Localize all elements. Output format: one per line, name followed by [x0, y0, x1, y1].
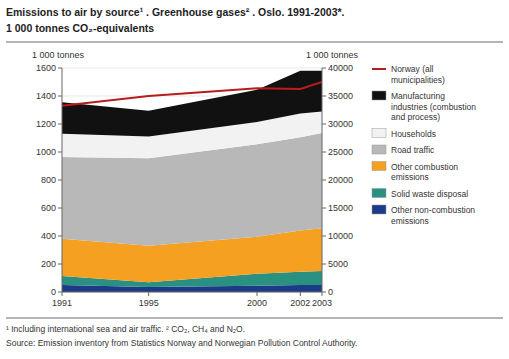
axis-label: 1 000 tonnes: [306, 50, 359, 60]
legend-label: Solid waste disposal: [391, 189, 468, 199]
legend-label: Other combustionemissions: [391, 162, 458, 183]
tick-label: 2003: [312, 298, 332, 308]
legend-swatch: [372, 162, 386, 171]
grid-line: [62, 292, 322, 293]
legend-swatch: [372, 68, 386, 70]
legend-label: Road traffic: [391, 145, 435, 155]
tick: [58, 236, 62, 237]
plot-area: [62, 71, 322, 292]
footnote: ¹ Including international sea and air tr…: [6, 324, 245, 334]
tick-label: 10000: [328, 231, 353, 241]
tick-label: 2002: [290, 298, 310, 308]
tick: [322, 68, 326, 69]
tick: [58, 292, 62, 293]
tick-label: 35000: [328, 91, 353, 101]
tick: [58, 124, 62, 125]
subtitle: 1 000 tonnes CO₂-equivalents: [6, 22, 154, 34]
tick: [62, 292, 63, 296]
tick-label: 30000: [328, 119, 353, 129]
tick: [322, 96, 326, 97]
tick-label: 1200: [36, 119, 56, 129]
separator: [6, 42, 503, 43]
tick: [322, 208, 326, 209]
tick: [58, 264, 62, 265]
axis-line: [322, 68, 323, 292]
tick-label: 40000: [328, 63, 353, 73]
tick-label: 0: [328, 287, 333, 297]
legend: Norway (allmunicipalities) Manufacturingi…: [372, 64, 476, 226]
tick: [300, 292, 301, 296]
legend-label: Manufacturingindustries (combustionand p…: [391, 91, 476, 122]
tick-label: 200: [41, 259, 56, 269]
area: [62, 71, 322, 137]
tick-label: 1000: [36, 147, 56, 157]
tick: [58, 96, 62, 97]
tick: [322, 264, 326, 265]
legend-swatch: [372, 205, 386, 214]
tick-label: 1995: [139, 298, 159, 308]
legend-label: Households: [391, 129, 436, 139]
tick: [58, 208, 62, 209]
legend-swatch: [372, 145, 386, 154]
tick-label: 1991: [52, 298, 72, 308]
tick-label: 25000: [328, 147, 353, 157]
tick-label: 600: [41, 203, 56, 213]
tick: [58, 152, 62, 153]
tick-label: 5000: [328, 259, 348, 269]
tick-label: 400: [41, 231, 56, 241]
legend-swatch: [372, 129, 386, 138]
grid-line: [62, 68, 322, 69]
axis-label: 1 000 tonnes: [32, 50, 85, 60]
legend-swatch: [372, 91, 386, 100]
axis-line: [62, 292, 322, 293]
tick: [257, 292, 258, 296]
tick: [322, 180, 326, 181]
chart: Emissions to air by source¹ . Greenhouse…: [0, 0, 509, 359]
tick: [148, 292, 149, 296]
tick-label: 1600: [36, 63, 56, 73]
tick: [322, 292, 326, 293]
tick-label: 800: [41, 175, 56, 185]
separator: [6, 318, 503, 319]
legend-label: Other non-combustionemissions: [391, 205, 475, 226]
title: Emissions to air by source¹ . Greenhouse…: [6, 6, 345, 18]
tick-label: 0: [51, 287, 56, 297]
tick-label: 2000: [247, 298, 267, 308]
axis-line: [62, 68, 63, 292]
tick: [322, 124, 326, 125]
tick-label: 1400: [36, 91, 56, 101]
tick: [58, 180, 62, 181]
line: [62, 82, 322, 106]
legend-label: Norway (allmunicipalities): [391, 64, 445, 85]
tick-label: 20000: [328, 175, 353, 185]
footnote: Source: Emission inventory from Statisti…: [6, 338, 357, 348]
tick: [322, 292, 323, 296]
tick: [322, 236, 326, 237]
tick: [58, 68, 62, 69]
tick: [322, 152, 326, 153]
tick-label: 15000: [328, 203, 353, 213]
axes: 0 200 400 600 800 1000 1200 1400 1600 0 5000 10000 1…: [36, 63, 353, 308]
legend-swatch: [372, 189, 386, 198]
